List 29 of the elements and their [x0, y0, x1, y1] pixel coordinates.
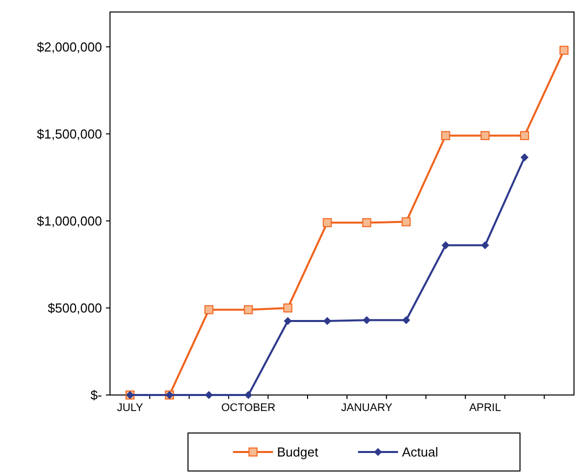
point [244, 305, 253, 314]
legend-label: Actual [402, 444, 438, 460]
x-tick-label: APRIL [469, 402, 501, 414]
point [323, 317, 332, 326]
point [560, 46, 568, 55]
y-tick-label: $- [90, 388, 102, 403]
point [441, 131, 450, 140]
x-tick-label: JULY [116, 402, 144, 414]
point [402, 217, 411, 226]
point [402, 316, 410, 324]
x-tick-label: JANUARY [341, 402, 393, 414]
point [244, 391, 252, 399]
point [283, 303, 292, 312]
point [362, 218, 372, 228]
point [442, 241, 450, 250]
point [284, 317, 292, 326]
point [362, 316, 371, 324]
point [480, 131, 490, 140]
point [520, 131, 530, 140]
y-tick-label: $2,000,000 [36, 39, 102, 54]
legend-label: Budget [277, 444, 319, 460]
point [204, 305, 214, 314]
y-tick-label: $1,000,000 [36, 213, 102, 228]
point [481, 241, 490, 250]
y-tick-label: $500,000 [48, 300, 102, 316]
y-tick-label: $1,500,000 [36, 126, 102, 142]
x-tick-label: OCTOBER [221, 402, 276, 414]
point [520, 153, 529, 162]
point [322, 218, 332, 228]
